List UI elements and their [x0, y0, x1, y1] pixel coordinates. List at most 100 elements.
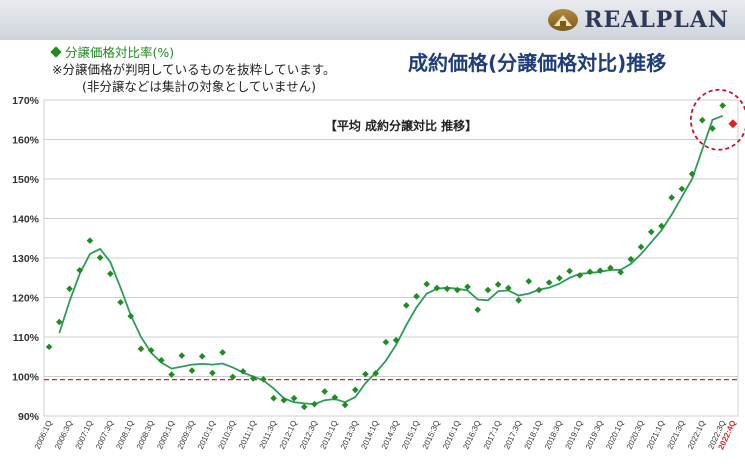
data-point: [260, 375, 267, 383]
data-point: [311, 400, 318, 408]
y-tick-label: 120%: [12, 293, 40, 305]
data-point: [147, 347, 155, 354]
note-line-1: ※分譲価格が判明しているものを抜粋しています。: [52, 62, 336, 77]
data-point: [168, 371, 175, 378]
x-tick-label: 2019:3Q: [584, 419, 605, 451]
data-point: [576, 272, 584, 279]
data-point: [494, 281, 502, 288]
data-point: [474, 306, 482, 314]
data-point: [423, 280, 431, 288]
x-tick-label: 2018:3Q: [543, 419, 564, 451]
x-tick-label: 2017:1Q: [482, 419, 503, 451]
data-point: [658, 222, 665, 230]
x-tick-label: 2020:1Q: [604, 419, 625, 451]
y-tick-label: 110%: [13, 332, 40, 344]
data-point: [454, 286, 461, 294]
y-tick-label: 140%: [12, 214, 40, 226]
x-tick-label: 2014:3Q: [380, 419, 401, 451]
x-tick-label: 2012:1Q: [278, 419, 299, 451]
x-tick-label: 2018:1Q: [523, 419, 544, 451]
data-point: [66, 285, 73, 293]
x-tick-label: 2016:1Q: [441, 419, 462, 451]
highlight-circle: [690, 88, 745, 151]
x-tick-label: 2019:1Q: [563, 419, 584, 451]
x-tick-label: 2008:3Q: [135, 419, 156, 451]
x-tick-label: 2010:3Q: [216, 419, 237, 451]
data-point: [525, 278, 533, 285]
data-point: [56, 318, 63, 326]
data-point: [607, 264, 614, 272]
x-tick-label: 2007:1Q: [74, 419, 95, 451]
logo-text: REALPLAN: [584, 7, 729, 33]
y-tick-label: 130%: [12, 253, 40, 265]
x-tick-label: 2017:3Q: [502, 419, 523, 451]
data-point: [566, 267, 573, 275]
x-tick-label: 2016:3Q: [461, 419, 482, 451]
y-tick-label: 170%: [12, 95, 40, 107]
data-point: [127, 312, 135, 320]
page-title: 成約価格(分譲価格対比)推移: [408, 51, 667, 75]
data-point: [158, 357, 165, 364]
data-point: [362, 370, 369, 378]
data-point: [188, 367, 196, 374]
x-tick-label: 2007:3Q: [94, 419, 115, 451]
data-point: [219, 349, 226, 356]
x-tick-label: 2006:1Q: [33, 419, 54, 451]
data-point: [290, 394, 298, 402]
data-point: [382, 338, 390, 346]
x-tick-label: 2010:1Q: [196, 419, 217, 451]
data-point: [45, 343, 53, 351]
data-point: [249, 375, 257, 382]
data-point: [229, 373, 237, 381]
data-point: [280, 396, 288, 404]
data-point: [239, 368, 247, 375]
data-point: [331, 394, 339, 401]
data-point: [198, 353, 206, 360]
x-tick-label: 2022:1Q: [686, 419, 707, 451]
x-tick-label: 2015:3Q: [421, 419, 442, 451]
data-point: [76, 266, 84, 274]
data-point: [637, 243, 645, 251]
x-tick-label: 2008:1Q: [114, 419, 135, 451]
data-point: [596, 267, 604, 274]
data-point: [556, 274, 563, 282]
x-tick-label: 2012:3Q: [298, 419, 319, 451]
x-tick-label: 2013:1Q: [319, 419, 340, 451]
data-point: [647, 228, 655, 236]
data-point: [709, 125, 716, 132]
data-point: [107, 270, 114, 278]
data-point: [137, 345, 145, 353]
data-point: [300, 403, 308, 411]
x-tick-label: 2009:3Q: [176, 419, 197, 451]
data-point: [688, 170, 696, 178]
x-tick-label: 2021:3Q: [666, 419, 687, 451]
logo: REALPLAN: [548, 4, 729, 36]
data-point: [351, 386, 359, 394]
data-point: [484, 286, 492, 294]
data-point: [178, 352, 186, 359]
x-tick-label: 2011:1Q: [237, 419, 258, 450]
data-point: [413, 293, 420, 300]
data-point: [698, 116, 706, 124]
data-point: [627, 255, 635, 263]
data-point: [86, 237, 94, 244]
data-point: [443, 285, 451, 293]
data-point-latest: [728, 119, 738, 129]
x-tick-label: 2020:3Q: [625, 419, 646, 451]
data-point: [392, 336, 400, 344]
y-tick-label: 160%: [12, 135, 40, 147]
data-point: [270, 394, 277, 402]
data-point: [341, 401, 349, 409]
data-point: [321, 388, 328, 395]
x-tick-label: 2015:1Q: [400, 419, 421, 451]
data-point: [545, 279, 553, 286]
data-point: [668, 194, 675, 201]
data-point: [505, 284, 512, 292]
y-tick-label: 150%: [12, 174, 40, 186]
data-point: [96, 254, 104, 261]
chart-title: 【平均 成約分譲対比 推移】: [325, 118, 477, 133]
data-point: [117, 298, 124, 306]
data-point: [209, 369, 216, 377]
x-tick-label: 2006:3Q: [53, 419, 74, 451]
